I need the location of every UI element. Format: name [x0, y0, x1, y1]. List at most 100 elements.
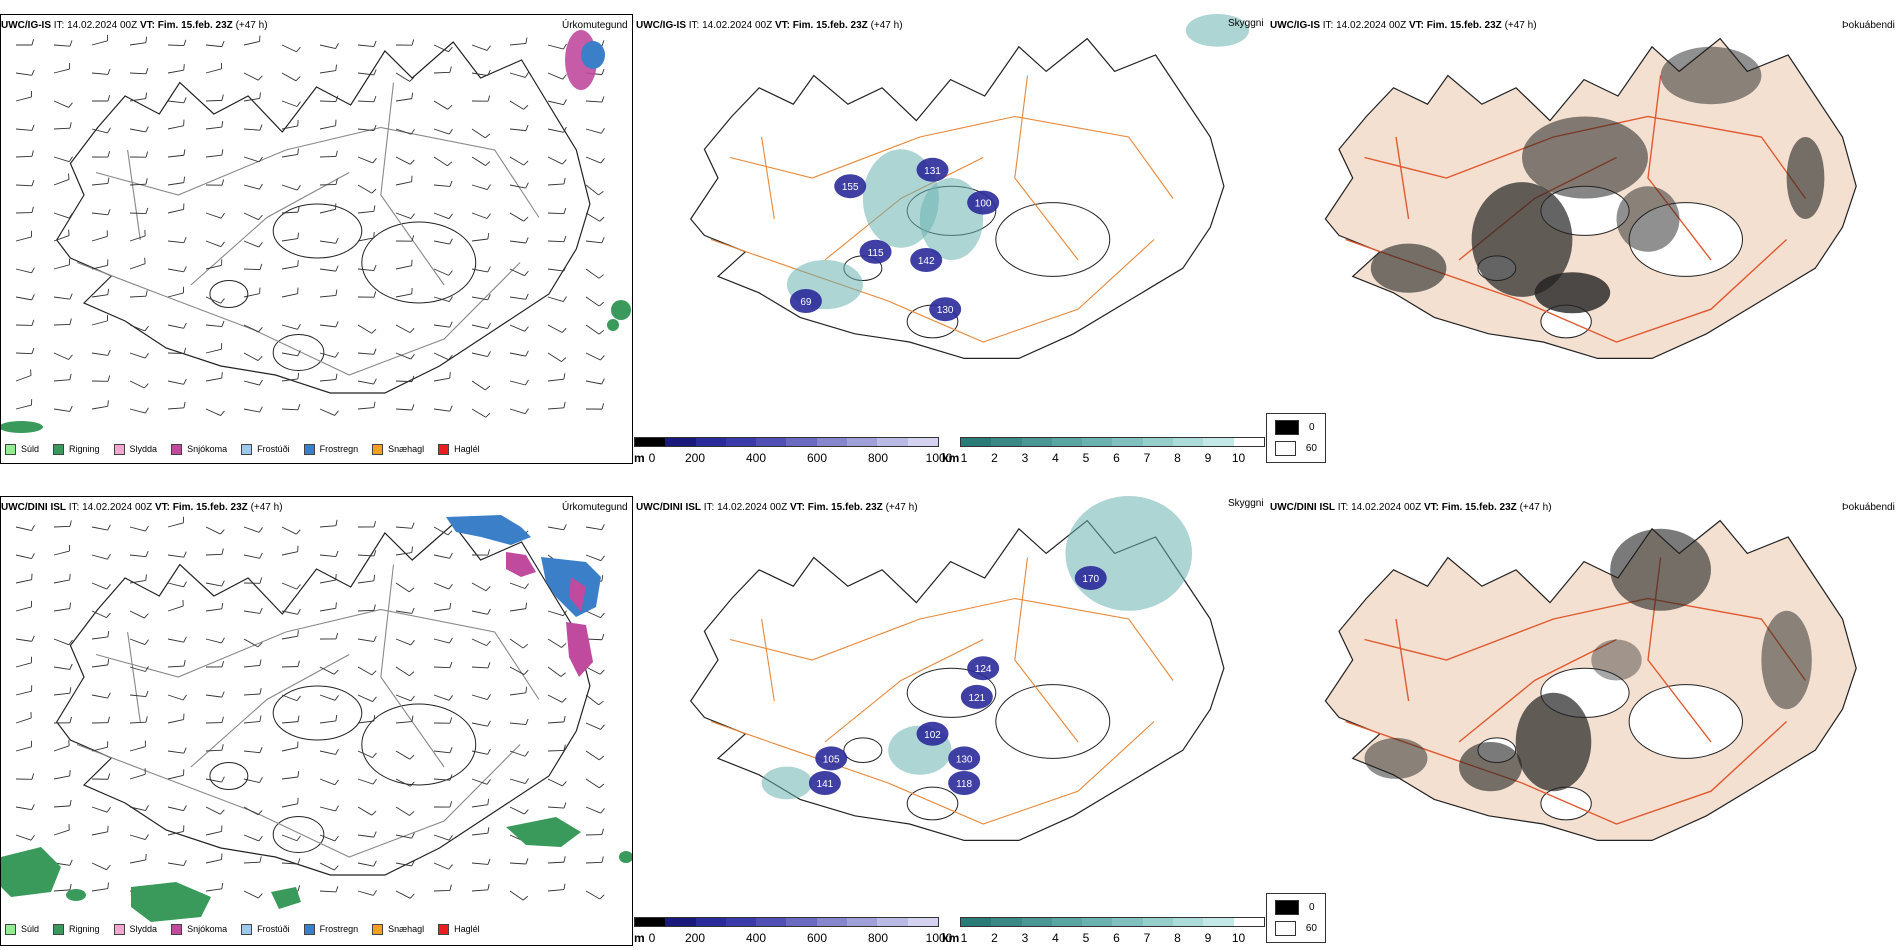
colorbar-segment	[635, 918, 666, 926]
precip-legend: Súld Rigning Slydda Snjókoma Frostúði Frostre…	[5, 920, 494, 938]
colorbar-segment	[756, 438, 787, 446]
colorbar-segment	[786, 438, 817, 446]
legend-item: Frostúði	[241, 923, 290, 935]
visibility-value-label: 131	[924, 166, 941, 177]
legend-label: Haglél	[454, 924, 480, 934]
legend-item: Frostregn	[303, 443, 359, 455]
colorbar-segment	[816, 918, 848, 926]
colorbar-segment	[816, 438, 848, 446]
legend-swatch	[113, 443, 125, 455]
iceland-map	[55, 41, 591, 394]
colorbar-segment	[1203, 438, 1234, 446]
legend-item: Haglél	[438, 443, 480, 455]
colorbar-segment	[1233, 438, 1264, 446]
fog-legend-item: 0	[1275, 420, 1317, 435]
legend-label: Snæhagl	[388, 444, 425, 454]
legend-item: Snjókoma	[171, 443, 228, 455]
fog-legend-label: 0	[1309, 902, 1315, 913]
visibility-value-label: 121	[968, 693, 985, 704]
colorbar-tick: 5	[1082, 451, 1090, 465]
legend-item: Slydda	[113, 923, 157, 935]
legend-label: Frostregn	[319, 924, 359, 934]
visibility-colorbar: km 1 2 3 4 5 6 7 8 9 10	[942, 917, 1267, 947]
fog-index-panel-top	[1270, 14, 1900, 424]
legend-swatch	[303, 923, 315, 935]
legend-swatch	[5, 923, 16, 935]
forecast-header: UWC/DINI ISL IT: 14.02.2024 00Z VT: Fim.…	[636, 502, 918, 513]
forecast-header: UWC/DINI ISL IT: 14.02.2024 00Z VT: Fim.…	[1270, 502, 1552, 513]
colorbar-tick: 2	[991, 931, 998, 945]
colorbar-segment	[877, 918, 908, 926]
forecast-header: UWC/IG-IS IT: 14.02.2024 00Z VT: Fim. 15…	[636, 20, 903, 31]
colorbar-segment	[695, 438, 726, 446]
visibility-colorbar: km 1 2 3 4 5 6 7 8 9 10	[942, 437, 1267, 467]
legend-label: Rigning	[69, 924, 100, 934]
wind-barbs	[15, 34, 605, 418]
legend-label: Frostregn	[319, 444, 359, 454]
fog-legend: 0 60	[1266, 893, 1326, 943]
fog-legend-swatch	[1275, 420, 1299, 435]
legend-label: Frostúði	[257, 924, 290, 934]
panel-title-precip: Úrkomutegund	[562, 502, 628, 513]
colorbar-tick: 800	[867, 931, 889, 945]
legend-label: Snjókoma	[187, 444, 228, 454]
colorbar-tick: 3	[1021, 931, 1029, 945]
colorbar-tick: 800	[867, 451, 889, 465]
colorbar-tick: 6	[1113, 931, 1120, 945]
colorbar-segment	[907, 438, 938, 446]
legend-swatch	[372, 923, 384, 935]
visibility-unit: km	[942, 931, 960, 945]
visibility-value-label: 69	[800, 297, 812, 308]
cloudbase-unit: m	[634, 451, 645, 465]
cloudbase-unit: m	[634, 931, 645, 945]
colorbar-segment	[1112, 918, 1143, 926]
visibility-value-label: 102	[924, 730, 941, 741]
legend-label: Slydda	[129, 444, 158, 454]
colorbar-tick: 7	[1143, 931, 1151, 945]
colorbar-tick: 600	[806, 451, 828, 465]
forecast-header: UWC/IG-IS IT: 14.02.2024 00Z VT: Fim. 15…	[1270, 20, 1537, 31]
colorbar-segment	[786, 918, 817, 926]
colorbar-tick: 10	[1231, 931, 1246, 945]
visibility-value-label: 130	[937, 305, 954, 316]
precip-areas	[1, 515, 632, 922]
legend-swatch	[171, 443, 183, 455]
visibility-panel-bottom: 170 124 121 102 130 105 141 118	[635, 496, 1268, 906]
fog-areas	[1364, 528, 1812, 792]
fog-legend-swatch	[1275, 921, 1296, 936]
legend-swatch	[53, 443, 65, 455]
colorbar-segment	[1112, 438, 1143, 446]
fog-legend: 0 60	[1266, 413, 1326, 463]
visibility-value-label: 142	[918, 256, 935, 267]
visibility-panel-top: 155 131 142 115 130 69 100	[635, 14, 1268, 424]
colorbar-segment	[847, 438, 878, 446]
visibility-value-label: 141	[817, 779, 834, 790]
colorbar-segment	[1021, 438, 1052, 446]
colorbar-segment	[1203, 918, 1234, 926]
legend-swatch	[241, 443, 253, 455]
legend-swatch	[303, 443, 315, 455]
colorbar-tick: 8	[1174, 451, 1181, 465]
colorbar-tick: 4	[1052, 451, 1059, 465]
colorbar-segment	[1051, 918, 1083, 926]
colorbar-segment	[725, 918, 757, 926]
panel-title-fog: Þokuábendi	[1842, 20, 1895, 31]
colorbar-tick: 2	[991, 451, 998, 465]
colorbar-segment	[1142, 918, 1174, 926]
legend-swatch	[241, 923, 253, 935]
legend-swatch	[438, 443, 450, 455]
colorbar-tick: 1	[960, 451, 968, 465]
colorbar-segment	[1082, 918, 1113, 926]
visibility-value-label: 115	[868, 248, 884, 259]
panel-title-visibility: Skyggni	[1228, 18, 1264, 29]
colorbar-tick: 6	[1113, 451, 1120, 465]
visibility-value-label: 100	[975, 199, 992, 210]
legend-item: Súld	[5, 923, 39, 935]
panel-title-visibility: Skyggni	[1228, 498, 1264, 509]
legend-label: Súld	[21, 444, 40, 454]
wind-barbs	[15, 516, 605, 901]
legend-item: Frostúði	[241, 443, 290, 455]
colorbar-segment	[907, 918, 938, 926]
precip-legend: Súld Rigning Slydda Snjókoma Frostúði Frostre…	[5, 440, 494, 458]
visibility-value-label: 118	[956, 779, 972, 790]
